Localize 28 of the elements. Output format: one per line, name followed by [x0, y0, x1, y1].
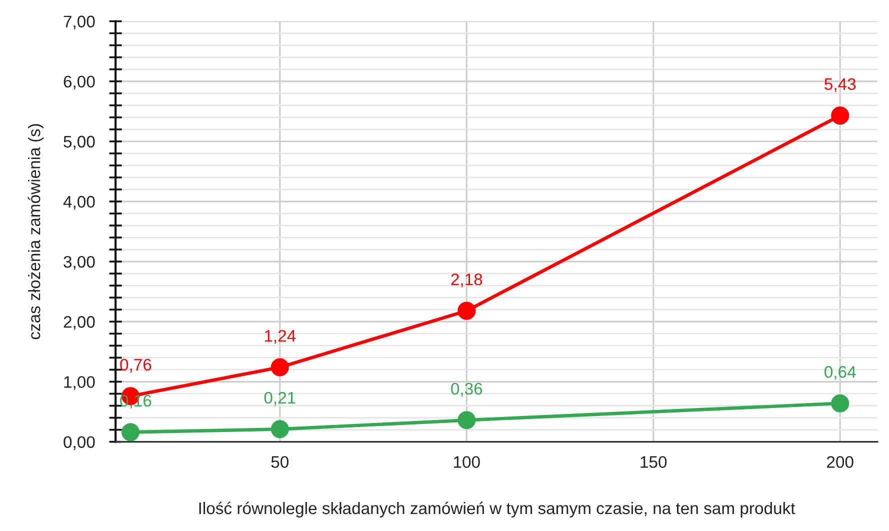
- y-tick-label: 3,00: [64, 256, 95, 270]
- point: [270, 358, 289, 376]
- y-axis-title: czas złożenia zamówienia (s): [28, 124, 44, 340]
- data-label: 0,36: [451, 382, 482, 397]
- data-label: 0,21: [264, 392, 296, 406]
- x-tick-label: 100: [454, 456, 480, 468]
- point: [458, 302, 476, 320]
- y-tick-label: 6,00: [64, 76, 95, 90]
- y-tick-label: 4,00: [63, 196, 95, 210]
- y-tick-label: 0,00: [64, 436, 95, 450]
- point: [831, 394, 850, 412]
- point: [831, 106, 850, 125]
- y-tick-label: 2,00: [64, 316, 95, 330]
- point: [270, 420, 289, 438]
- data-label: 0,64: [824, 366, 856, 380]
- x-tick-label: 200: [827, 456, 854, 468]
- x-tick-label: 150: [640, 456, 667, 468]
- data-label: 2,18: [451, 274, 482, 288]
- data-label: 5,43: [824, 78, 856, 92]
- data-label: 1,24: [264, 330, 296, 344]
- point: [121, 423, 140, 442]
- y-tick-label: 5,00: [64, 136, 95, 150]
- y-tick-label: 1,00: [64, 376, 95, 390]
- y-tick-label: 7,00: [64, 16, 95, 30]
- x-tick-label: 50: [271, 456, 289, 468]
- data-label: 0,76: [120, 358, 152, 373]
- x-axis-title: Ilość równolegle składanych zamówień w tym samym czasie, na ten sam produkt: [199, 502, 796, 518]
- point: [458, 411, 476, 430]
